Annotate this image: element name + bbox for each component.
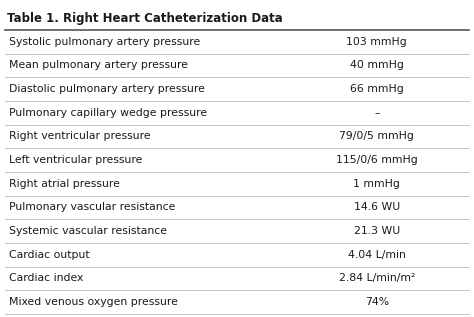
Text: Mixed venous oxygen pressure: Mixed venous oxygen pressure xyxy=(9,297,177,307)
Text: –: – xyxy=(374,108,380,118)
Text: Left ventricular pressure: Left ventricular pressure xyxy=(9,155,142,165)
Text: Systemic vascular resistance: Systemic vascular resistance xyxy=(9,226,166,236)
Text: 4.04 L/min: 4.04 L/min xyxy=(348,250,406,260)
Text: 103 mmHg: 103 mmHg xyxy=(346,37,407,47)
Text: Pulmonary vascular resistance: Pulmonary vascular resistance xyxy=(9,202,175,212)
Text: Cardiac output: Cardiac output xyxy=(9,250,89,260)
Text: 79/0/5 mmHg: 79/0/5 mmHg xyxy=(339,132,414,141)
Text: Right atrial pressure: Right atrial pressure xyxy=(9,179,119,189)
Text: 115/0/6 mmHg: 115/0/6 mmHg xyxy=(336,155,418,165)
Text: Pulmonary capillary wedge pressure: Pulmonary capillary wedge pressure xyxy=(9,108,207,118)
Text: 14.6 WU: 14.6 WU xyxy=(354,202,400,212)
Text: 1 mmHg: 1 mmHg xyxy=(354,179,400,189)
Text: 21.3 WU: 21.3 WU xyxy=(354,226,400,236)
Text: Diastolic pulmonary artery pressure: Diastolic pulmonary artery pressure xyxy=(9,84,204,94)
Text: 74%: 74% xyxy=(365,297,389,307)
Text: Right ventricular pressure: Right ventricular pressure xyxy=(9,132,150,141)
Text: 40 mmHg: 40 mmHg xyxy=(350,61,404,70)
Text: 66 mmHg: 66 mmHg xyxy=(350,84,404,94)
Text: Table 1. Right Heart Catheterization Data: Table 1. Right Heart Catheterization Dat… xyxy=(7,12,283,25)
Text: 2.84 L/min/m²: 2.84 L/min/m² xyxy=(338,273,415,283)
Text: Systolic pulmonary artery pressure: Systolic pulmonary artery pressure xyxy=(9,37,200,47)
Text: Cardiac index: Cardiac index xyxy=(9,273,83,283)
Text: Mean pulmonary artery pressure: Mean pulmonary artery pressure xyxy=(9,61,188,70)
